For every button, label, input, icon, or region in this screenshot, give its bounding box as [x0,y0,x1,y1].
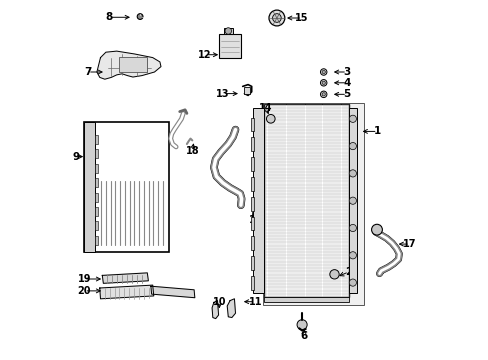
Circle shape [329,270,339,279]
Bar [95,178,98,187]
Bar [250,118,254,131]
Circle shape [320,80,326,86]
Text: 17: 17 [403,239,416,249]
Bar [95,221,98,230]
Bar [84,122,168,252]
Bar [95,207,98,216]
Circle shape [322,71,325,74]
Polygon shape [227,299,235,318]
Text: 3: 3 [343,67,350,77]
Bar [250,276,254,290]
Bar [95,135,98,144]
Bar [250,157,254,171]
Circle shape [348,197,356,204]
Circle shape [320,91,326,98]
Text: 2: 2 [345,267,352,277]
Bar [348,108,356,293]
Bar [250,138,254,151]
Circle shape [266,114,275,123]
Text: 19: 19 [78,274,91,284]
Bar [253,108,264,293]
Text: 12: 12 [198,50,211,60]
Text: 6: 6 [300,330,307,341]
Bar [118,57,147,72]
Bar [244,87,250,94]
Circle shape [322,93,325,96]
Bar [95,236,98,245]
Circle shape [320,69,326,75]
Circle shape [322,81,325,85]
Bar [262,103,363,305]
Circle shape [272,14,281,22]
Bar [95,193,98,202]
Bar [250,256,254,270]
Bar [264,297,348,302]
Circle shape [137,14,142,19]
Circle shape [348,115,356,122]
Circle shape [348,143,356,150]
Polygon shape [212,301,218,319]
Text: 9: 9 [72,152,80,162]
Bar [250,197,254,211]
Circle shape [348,170,356,177]
Text: 14: 14 [259,103,272,113]
Circle shape [224,28,231,34]
Text: 5: 5 [343,89,350,99]
Circle shape [268,10,284,26]
Circle shape [348,279,356,286]
Bar [250,237,254,250]
Text: 8: 8 [106,12,113,22]
Text: 11: 11 [248,297,262,307]
Bar [250,177,254,191]
Circle shape [348,252,356,259]
Bar [84,122,95,252]
Bar [223,28,232,34]
Bar [219,34,241,58]
Text: 18: 18 [185,146,199,156]
Polygon shape [97,51,161,79]
Text: 4: 4 [343,78,350,88]
Bar [250,217,254,230]
Polygon shape [151,286,194,298]
Polygon shape [102,273,148,283]
Polygon shape [100,285,153,299]
Circle shape [296,320,306,330]
Text: 1: 1 [373,126,381,136]
Text: 10: 10 [212,297,225,307]
Text: 20: 20 [78,286,91,296]
Text: 15: 15 [295,13,308,23]
Bar [95,149,98,158]
Circle shape [348,224,356,231]
Text: 13: 13 [216,89,229,99]
Text: 7: 7 [84,67,91,77]
Bar [95,164,98,173]
Circle shape [371,224,382,235]
Text: 16: 16 [248,215,262,225]
Bar [264,104,348,297]
